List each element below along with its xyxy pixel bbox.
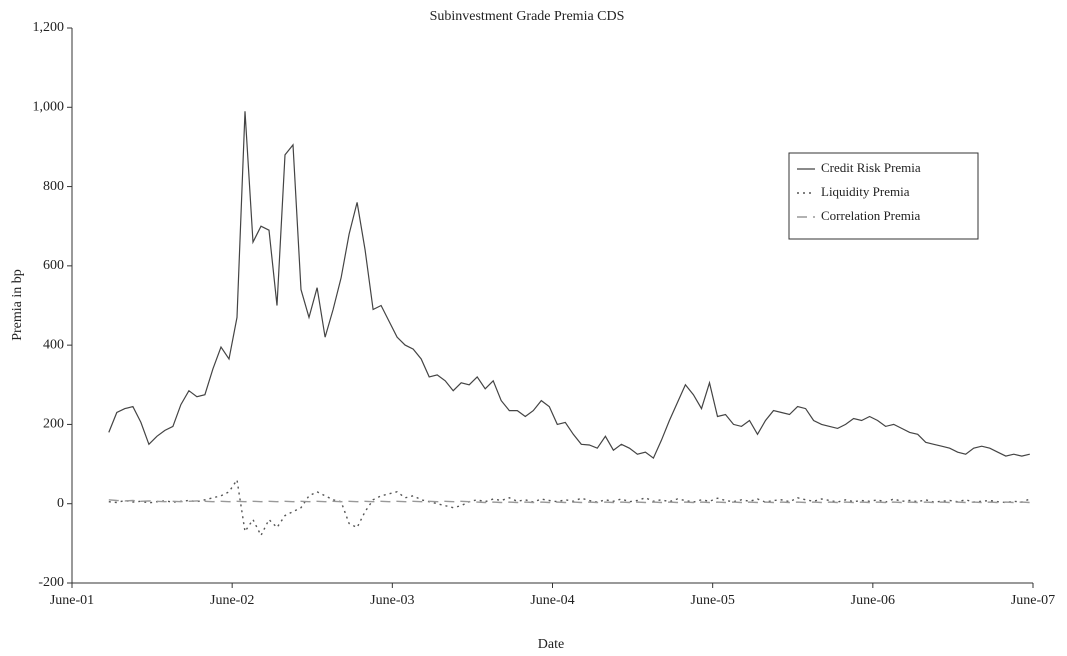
- y-tick-label: 0: [57, 496, 64, 511]
- x-tick-label: June-06: [851, 593, 895, 608]
- chart-title: Subinvestment Grade Premia CDS: [430, 9, 625, 24]
- x-tick-label: June-03: [370, 593, 414, 608]
- legend-label: Correlation Premia: [821, 208, 921, 223]
- legend-label: Liquidity Premia: [821, 184, 910, 199]
- y-tick-label: 400: [43, 337, 64, 352]
- x-tick-label: June-01: [50, 593, 94, 608]
- x-tick-label: June-05: [691, 593, 735, 608]
- y-tick-label: -200: [38, 575, 64, 590]
- x-axis-label: Date: [538, 637, 564, 652]
- legend-label: Credit Risk Premia: [821, 160, 921, 175]
- y-axis-label: Premia in bp: [10, 269, 25, 341]
- series-line: [108, 111, 1030, 460]
- y-tick-label: 1,200: [33, 20, 65, 35]
- series-line: [108, 499, 1030, 504]
- x-tick-label: June-04: [530, 593, 574, 608]
- series-line: [108, 478, 1031, 537]
- y-tick-label: 600: [43, 258, 64, 273]
- legend-box: [788, 152, 979, 240]
- y-tick-label: 800: [43, 179, 64, 194]
- y-tick-label: 200: [43, 417, 64, 432]
- x-tick-label: June-02: [210, 593, 254, 608]
- y-tick-label: 1,000: [33, 100, 65, 115]
- x-tick-label: June-07: [1011, 593, 1055, 608]
